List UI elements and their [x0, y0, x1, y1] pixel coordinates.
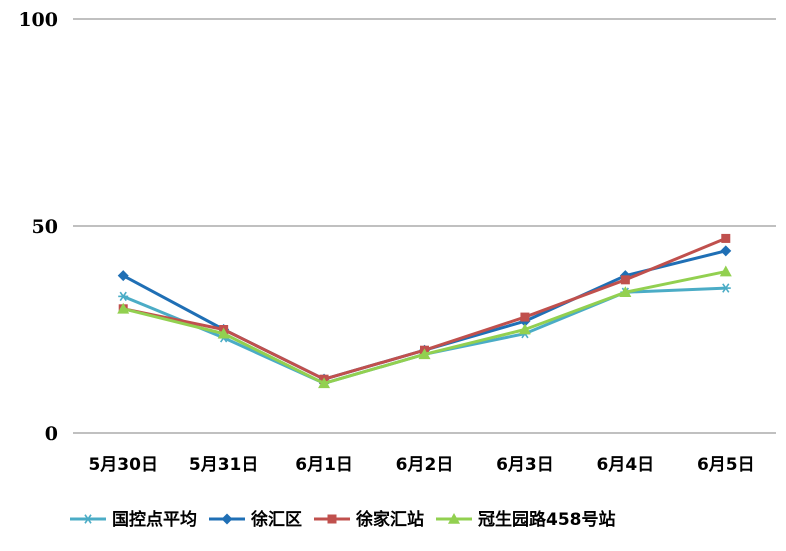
data-point	[118, 291, 129, 302]
x-tick-label: 6月3日	[496, 455, 554, 475]
data-point	[117, 270, 129, 282]
legend-label: 徐家汇站	[355, 509, 424, 530]
data-point	[318, 377, 331, 389]
series-1	[118, 283, 731, 389]
series-line	[122, 286, 726, 385]
x-tick-label: 6月5日	[697, 455, 755, 475]
x-axis-labels: 5月30日 5月31日 6月1日 6月2日 6月3日 6月4日 6月5日	[88, 455, 754, 475]
gridlines: 0 50 100	[18, 9, 776, 445]
y-tick-label: 100	[18, 9, 58, 31]
legend-item: 徐家汇站	[314, 509, 424, 530]
legend-marker	[83, 514, 93, 524]
legend-marker	[448, 513, 460, 524]
data-point	[518, 323, 531, 335]
x-tick-label: 6月1日	[295, 455, 353, 475]
legend-label: 徐汇区	[250, 509, 302, 530]
data-point	[520, 312, 530, 322]
x-tick-label: 5月30日	[88, 455, 158, 475]
data-point	[418, 348, 431, 360]
legend-marker	[327, 514, 337, 524]
data-point	[720, 245, 732, 257]
legend-item: 国控点平均	[70, 509, 197, 530]
data-point	[720, 283, 731, 293]
x-tick-label: 6月2日	[396, 455, 454, 475]
data-point	[117, 302, 130, 314]
y-tick-label: 50	[32, 216, 58, 238]
legend-label: 冠生园路458号站	[478, 509, 616, 530]
legend-label: 国控点平均	[112, 509, 197, 530]
asterisk-stroke	[722, 283, 730, 293]
series-4	[117, 265, 732, 389]
data-point	[619, 286, 632, 298]
asterisk-stroke	[119, 291, 127, 302]
data-point	[721, 233, 731, 243]
x-tick-label: 5月31日	[189, 455, 259, 475]
data-point	[620, 275, 630, 285]
x-tick-label: 6月4日	[597, 455, 655, 475]
series-2	[117, 245, 732, 385]
y-tick-label: 0	[45, 423, 58, 445]
legend-marker	[221, 513, 233, 525]
legend: 国控点平均 徐汇区 徐家汇站 冠生园路458号站	[70, 509, 616, 530]
legend-item: 冠生园路458号站	[436, 509, 616, 530]
data-point	[719, 265, 732, 277]
asterisk-stroke	[84, 514, 92, 524]
series-line	[122, 249, 727, 381]
data-point	[217, 327, 230, 339]
series-3	[118, 233, 731, 384]
legend-item: 徐汇区	[209, 509, 302, 530]
